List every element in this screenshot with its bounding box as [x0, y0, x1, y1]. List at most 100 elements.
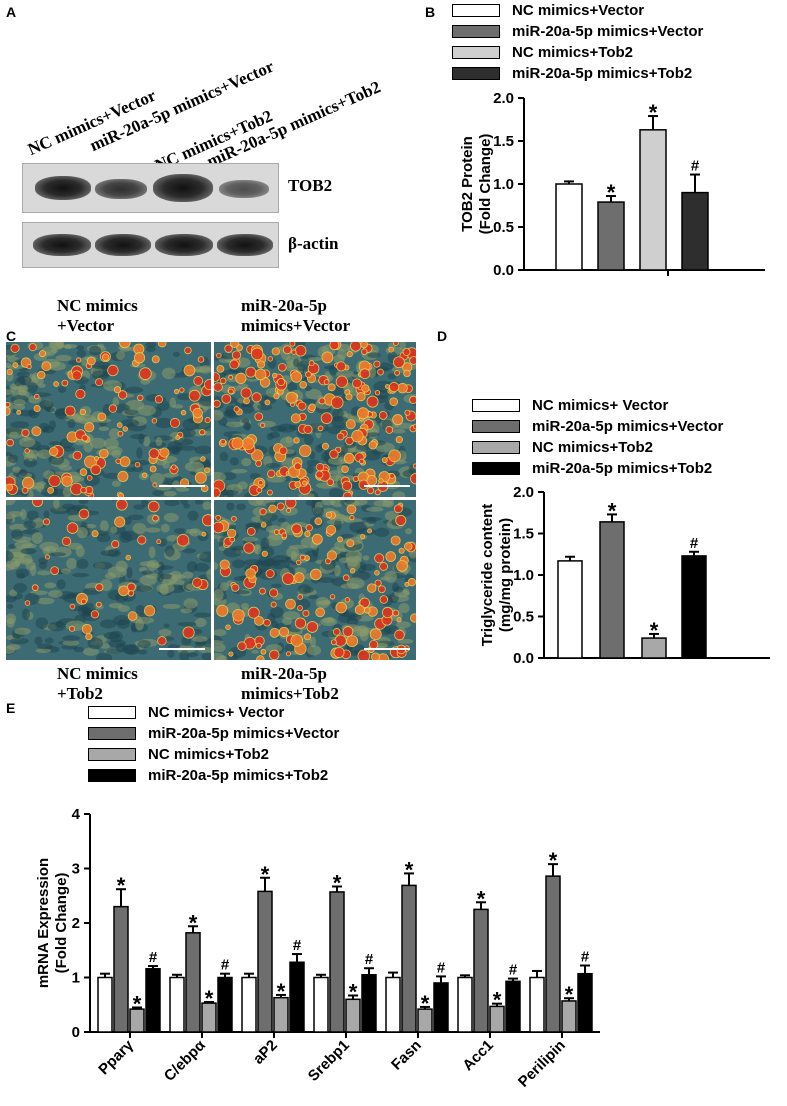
cell	[133, 504, 146, 510]
lipid-droplet	[33, 404, 41, 413]
lipid-droplet	[254, 368, 267, 381]
cell	[18, 389, 28, 396]
cell	[270, 583, 283, 588]
cell	[198, 395, 211, 407]
chart-e-significance-mark: #	[581, 949, 590, 966]
cell	[308, 357, 322, 362]
cell	[31, 531, 43, 544]
lipid-droplet	[221, 393, 232, 404]
chart-d-bar-3	[681, 555, 707, 659]
lipid-droplet	[359, 368, 371, 380]
lipid-droplet	[6, 368, 13, 375]
lipid-droplet	[232, 608, 245, 622]
lipid-droplet	[281, 572, 295, 585]
lipid-droplet	[201, 514, 211, 527]
cell	[27, 510, 39, 521]
cell	[175, 487, 190, 492]
lipid-droplet	[377, 368, 384, 376]
lipid-droplet	[273, 529, 280, 535]
chart-d-y-tick-label: 0.0	[513, 650, 534, 667]
lipid-droplet	[385, 551, 397, 562]
lipid-droplet	[61, 475, 73, 487]
lipid-droplet	[97, 412, 107, 422]
chart-e-significance-mark: *	[549, 848, 558, 873]
lipid-droplet	[28, 343, 37, 352]
cell	[214, 562, 219, 570]
lipid-droplet	[297, 594, 303, 600]
cell	[137, 640, 151, 649]
lipid-droplet	[125, 554, 131, 561]
lipid-droplet	[95, 378, 104, 387]
lipid-droplet	[148, 448, 160, 459]
cell	[265, 644, 283, 653]
cell	[111, 480, 121, 487]
lipid-droplet	[91, 530, 99, 538]
cell	[72, 572, 89, 578]
lipid-droplet	[346, 539, 355, 548]
lipid-droplet	[285, 391, 298, 404]
lipid-droplet	[243, 397, 250, 405]
lipid-droplet	[321, 351, 334, 364]
chart-e-y-axis-label: mRNA Expression	[35, 858, 52, 988]
lipid-droplet	[257, 480, 264, 486]
cell	[164, 545, 175, 557]
lipid-droplet	[61, 379, 69, 387]
chart-e-bar-3	[289, 961, 305, 1033]
lipid-droplet	[246, 527, 256, 536]
cell	[62, 635, 80, 642]
cell	[172, 351, 180, 357]
lipid-droplet	[308, 360, 315, 367]
chart-d-y-tick-label: 1.5	[513, 526, 534, 543]
cell	[17, 375, 32, 385]
cell	[141, 570, 154, 575]
lipid-droplet	[261, 550, 268, 557]
lipid-droplet	[404, 542, 413, 551]
lipid-droplet	[143, 605, 156, 617]
lipid-droplet	[412, 423, 416, 430]
lipid-droplet	[12, 362, 19, 368]
cell	[387, 373, 397, 380]
chart-e-x-tick-label: Srebp1	[305, 1037, 353, 1085]
lipid-droplet	[47, 486, 55, 494]
lipid-droplet	[216, 365, 225, 373]
cell	[82, 647, 99, 656]
lipid-droplet	[31, 584, 39, 592]
lipid-droplet	[389, 397, 399, 407]
cell	[331, 416, 345, 422]
lipid-droplet	[203, 379, 211, 391]
cell	[193, 612, 211, 618]
lipid-droplet	[169, 417, 181, 429]
lipid-droplet	[378, 478, 384, 484]
chart-e-significance-mark: #	[293, 937, 302, 954]
lipid-droplet	[240, 387, 252, 399]
cell	[391, 582, 400, 592]
lipid-droplet	[175, 435, 181, 441]
lipid-droplet	[299, 380, 308, 389]
lipid-droplet	[385, 426, 394, 434]
beta-actin-blot	[22, 222, 279, 268]
lipid-droplet	[90, 610, 100, 619]
cell	[6, 617, 15, 628]
lipid-droplet	[117, 430, 124, 437]
legend-label-b-3: NC mimics+Tob2	[512, 44, 634, 61]
cell	[18, 468, 28, 477]
lipid-droplet	[179, 478, 190, 488]
lipid-droplet	[21, 428, 30, 438]
lipid-droplet	[251, 392, 262, 403]
cell	[177, 621, 197, 627]
legend-swatch-e-1	[88, 706, 136, 719]
chart-d-bar-1	[599, 521, 625, 659]
cell	[258, 555, 273, 567]
lipid-droplet	[326, 550, 337, 561]
cell	[137, 649, 148, 655]
lipid-droplet	[86, 475, 93, 481]
cell	[277, 423, 296, 433]
cell	[50, 506, 71, 515]
cell	[62, 486, 72, 497]
lipid-droplet	[325, 511, 333, 519]
cell	[219, 451, 229, 462]
chart-b-y-axis-label: (Fold Change)	[477, 134, 494, 235]
lipid-droplet	[360, 534, 366, 540]
cell	[322, 617, 335, 624]
lipid-droplet	[227, 528, 237, 538]
